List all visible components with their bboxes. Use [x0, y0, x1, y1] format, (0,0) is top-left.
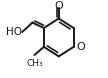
Text: HO: HO [6, 27, 22, 37]
Text: O: O [76, 42, 85, 52]
Text: CH₃: CH₃ [26, 59, 43, 68]
Text: O: O [54, 1, 63, 11]
